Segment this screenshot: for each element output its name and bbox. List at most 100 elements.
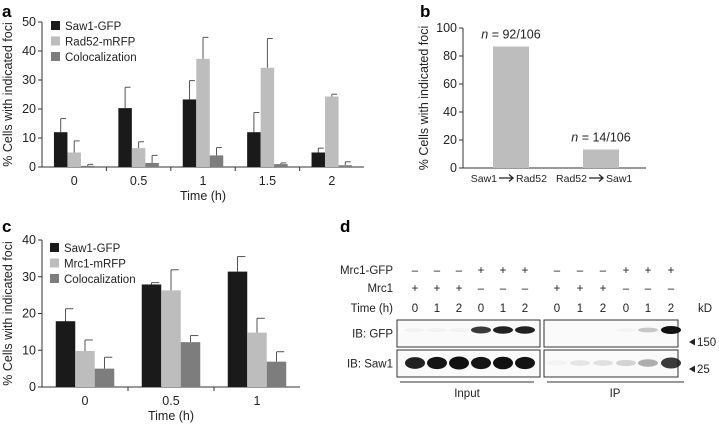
band-saw1 (515, 356, 535, 370)
lane-value: 0 (554, 303, 560, 315)
bar-colocalization (94, 368, 115, 387)
lane-value: + (478, 265, 485, 277)
legend-swatch (50, 274, 59, 283)
input-label: Input (454, 388, 480, 400)
marker-25: 25 (697, 364, 710, 376)
bar-colocalization (338, 165, 353, 167)
chart-b: 0 20 40 60 80 100 % Cells with indicated foci n… (417, 21, 646, 185)
blot-frame (396, 319, 541, 348)
bar-mrc1-mrfp (161, 290, 181, 387)
y-tick-label: 0 (29, 380, 36, 394)
chart-a: 0 10 20 30 40 50 % Cells with indicated foci 0 0… (1, 15, 364, 203)
n-value: = 14/106 (578, 131, 631, 145)
x-tick-label: 1 (200, 174, 207, 188)
y-tick-label: 20 (22, 307, 36, 321)
y-tick-label: 80 (443, 49, 457, 63)
western-blot-d: Mrc1-GFP – – – + + + – – – + + + Mrc1 + + + – – – + + + – – – Time… (340, 265, 716, 400)
y-tick-label: 40 (22, 44, 36, 58)
y-tick-label: 30 (22, 73, 36, 87)
x-axis-label: Time (h) (180, 189, 226, 203)
bar-colocalization (180, 342, 201, 387)
bar-saw1-gfp (118, 108, 132, 167)
bar-rad52-mrfp (67, 152, 81, 167)
n-symbol: n (481, 27, 488, 41)
blot-row-label-saw1: IB: Saw1 (347, 359, 393, 371)
band-gfp (638, 327, 658, 333)
y-tick-label: 10 (22, 343, 36, 357)
band-saw1 (547, 360, 567, 365)
lane-value: + (500, 265, 507, 277)
band-saw1 (616, 359, 636, 367)
y-tick-label: 60 (443, 77, 457, 91)
row-label: Time (h) (351, 303, 394, 315)
band-gfp (515, 326, 535, 334)
legend-swatch (51, 52, 60, 61)
legend-label: Colocalization (64, 274, 136, 286)
band-saw1 (661, 357, 681, 369)
y-axis-label: % Cells with indicated foci (1, 22, 15, 167)
x-tick-label: 2 (328, 174, 335, 188)
lane-value: + (600, 283, 607, 295)
n-symbol: n (571, 131, 578, 145)
y-tick-label: 0 (450, 161, 457, 175)
band-saw1 (449, 356, 469, 370)
legend-label: Saw1-GFP (65, 21, 122, 33)
lane-value: 2 (522, 303, 528, 315)
arrow-right-icon (499, 174, 514, 182)
kd-label: kD (698, 303, 712, 315)
band-saw1 (570, 360, 590, 366)
lane-value: – (623, 283, 630, 295)
lane-value: 0 (478, 303, 484, 315)
bar-rad52-mrfp (196, 58, 210, 167)
legend-label: Colocalization (65, 52, 137, 64)
category-from: Saw1 (471, 173, 497, 185)
ip-label: IP (610, 388, 621, 400)
arrow-right-icon (589, 174, 604, 182)
bar-colocalization (80, 165, 95, 167)
lane-value: + (623, 265, 630, 277)
lane-value: – (668, 283, 675, 295)
blot-frame (543, 319, 679, 348)
panel-label-b: b (420, 2, 430, 21)
chart-c: 0 10 20 30 40 % Cells with indicated foci 0 0.5… (1, 233, 300, 423)
category-to: Saw1 (606, 173, 632, 185)
y-tick-label: 50 (22, 15, 36, 29)
band-gfp (471, 326, 491, 334)
lane-value: 1 (434, 303, 440, 315)
lane-value: – (500, 283, 507, 295)
bar-saw1-gfp (227, 271, 248, 387)
lane-value: – (645, 283, 652, 295)
bar-colocalization (209, 155, 224, 167)
lane-value: + (434, 283, 441, 295)
lane-value: + (554, 283, 561, 295)
lane-value: 1 (577, 303, 583, 315)
bar-colocalization (274, 164, 288, 167)
bar-rad52-mrfp (131, 148, 146, 167)
band-saw1 (593, 360, 613, 366)
bar-rad52-mrfp (260, 67, 275, 167)
legend-label: Saw1-GFP (64, 243, 121, 255)
category-to: Rad52 (516, 173, 547, 185)
band-gfp (661, 326, 681, 334)
row-label: Mrc1-GFP (340, 265, 393, 277)
marker-150: 150 (697, 337, 716, 349)
legend-swatch (50, 243, 59, 252)
y-tick-label: 40 (22, 233, 36, 247)
panel-label-d: d (340, 217, 350, 236)
lane-value: – (554, 265, 561, 277)
lane-value: – (456, 265, 463, 277)
blot-frame (543, 349, 679, 378)
legend-label: Rad52-mRFP (65, 37, 136, 49)
lane-value: – (600, 265, 607, 277)
bar-mrc1-mrfp (75, 350, 95, 387)
panel-label-a: a (2, 2, 12, 21)
panel-label-c: c (2, 217, 11, 236)
lane-value: – (412, 265, 419, 277)
y-tick-label: 40 (443, 105, 457, 119)
category-from: Rad52 (556, 173, 587, 185)
lane-value: 0 (412, 303, 418, 315)
band-gfp (449, 328, 469, 332)
y-axis-label: % Cells with indicated foci (1, 241, 15, 386)
lane-value: + (577, 283, 584, 295)
x-tick-label: 1.5 (259, 174, 276, 188)
